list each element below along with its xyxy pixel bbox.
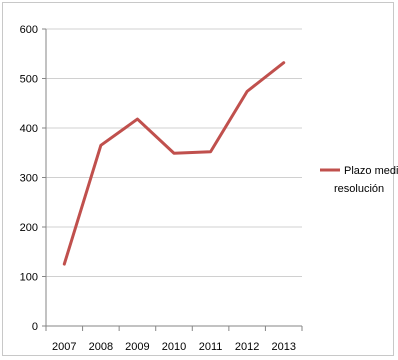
x-tick-label: 2012 [235,341,259,353]
gridlines [46,28,302,277]
y-tick-label: 500 [20,74,38,86]
x-tick-label: 2013 [271,341,295,353]
series-line-0 [62,61,286,266]
legend-label: Plazo medio resolución [334,165,398,195]
y-tick-label: 0 [32,321,38,333]
y-tick-label: 300 [20,173,38,185]
legend: Plazo medio resolución [320,165,398,195]
x-tick-label: 2008 [89,341,113,353]
axes [42,28,303,331]
x-axis-tick-labels: 2007 2008 2009 2010 2011 2012 2013 [52,341,296,353]
x-tick-label: 2010 [162,341,186,353]
chart-area [2,2,394,356]
series-lines [62,61,286,266]
y-tick-label: 200 [20,222,38,234]
y-tick-label: 600 [20,24,38,36]
x-tick-label: 2011 [199,341,223,353]
x-tick-label: 2007 [52,341,76,353]
x-tick-label: 2009 [125,341,149,353]
y-tick-label: 100 [20,272,38,284]
y-tick-label: 400 [20,123,38,135]
y-axis-tick-labels: 0 100 200 300 400 500 600 [20,24,38,333]
